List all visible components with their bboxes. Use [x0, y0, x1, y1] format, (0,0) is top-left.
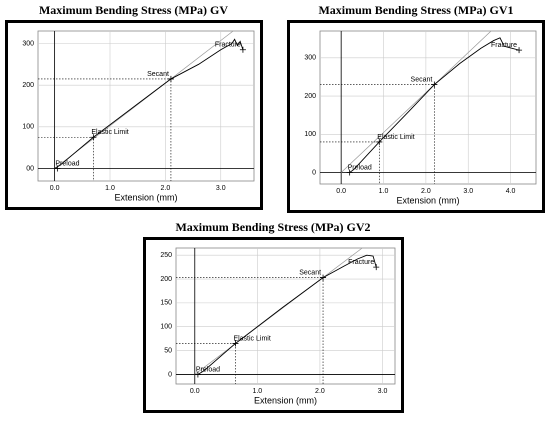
annotation-marker: [54, 165, 61, 172]
y-tick-label: 300: [22, 40, 34, 47]
y-tick-label: 0: [312, 169, 316, 176]
y-tick-label: 200: [304, 93, 316, 100]
x-tick-label: 4.0: [506, 188, 516, 195]
x-axis-label: Extension (mm): [114, 192, 177, 202]
secant-line: [194, 247, 363, 375]
y-tick-label: 0: [168, 371, 172, 378]
annotation-label: Preload: [196, 366, 220, 373]
y-tick-label: 100: [160, 324, 172, 331]
x-tick-label: 3.0: [378, 388, 388, 395]
y-tick-label: 100: [304, 131, 316, 138]
x-tick-label: 2.0: [315, 388, 325, 395]
annotation-marker: [239, 46, 246, 53]
annotation-marker: [431, 81, 438, 88]
chart-frame: 0 100 200 300 0.0 1.0 2.0 3.0 4.0 Extension (mm) S…: [287, 20, 545, 213]
plot-area: [37, 30, 255, 182]
annotation-marker: [232, 340, 239, 347]
annotation-marker: [346, 169, 353, 176]
chart-title: Maximum Bending Stress (MPa) GV1: [318, 3, 514, 17]
annotation-label: Fracture: [491, 42, 517, 49]
y-tick-label: 100: [22, 124, 34, 131]
y-tick-label: 300: [304, 55, 316, 62]
chart-frame: 00 100 200 300 0.0 1.0 2.0 3.0 Extension (mm) Sec…: [5, 20, 263, 210]
annotation-label: Secant: [147, 71, 169, 78]
annotation-marker: [373, 264, 380, 271]
plot-area: [319, 30, 537, 185]
annotation-label: Preload: [55, 160, 79, 167]
annotation-marker: [376, 138, 383, 145]
y-tick-label: 50: [164, 347, 172, 354]
y-tick-label: 150: [160, 300, 172, 307]
x-tick-label: 3.0: [216, 185, 226, 192]
chart: 0 100 200 300 0.0 1.0 2.0 3.0 4.0 Extension (mm) S…: [304, 30, 537, 205]
plot-area: [175, 247, 396, 385]
secant-line: [340, 30, 492, 173]
annotation-label: Fracture: [215, 42, 241, 49]
x-tick-label: 1.0: [379, 188, 389, 195]
x-axis-label: Extension (mm): [396, 195, 459, 205]
annotation-label: Elastic Limit: [91, 129, 128, 136]
guide-line: [320, 141, 380, 184]
x-tick-label: 0.0: [50, 185, 60, 192]
curve: [54, 38, 244, 169]
annotation-label: Secant: [299, 269, 321, 276]
x-tick-label: 2.0: [421, 188, 431, 195]
annotation-label: Fracture: [348, 259, 374, 266]
chart-frame: 0 50 100 150 200 250 0.0 1.0 2.0 3.0 Extension (mm…: [143, 237, 404, 413]
y-tick-label: 200: [22, 82, 34, 89]
x-tick-label: 1.0: [252, 388, 262, 395]
x-tick-label: 3.0: [463, 188, 473, 195]
chart-title: Maximum Bending Stress (MPa) GV: [38, 3, 229, 17]
y-tick-label: 200: [160, 276, 172, 283]
chart: 0 50 100 150 200 250 0.0 1.0 2.0 3.0 Extension (mm…: [160, 247, 396, 405]
annotation-marker: [516, 47, 523, 54]
annotation-marker: [320, 274, 327, 281]
curve: [349, 37, 520, 173]
chart-title: Maximum Bending Stress (MPa) GV2: [175, 220, 371, 234]
y-tick-label: 00: [26, 165, 34, 172]
x-tick-label: 0.0: [190, 388, 200, 395]
annotation-label: Secant: [411, 76, 433, 83]
annotation-label: Elastic Limit: [377, 134, 414, 141]
annotation-marker: [194, 371, 201, 378]
x-tick-label: 2.0: [161, 185, 171, 192]
x-axis-label: Extension (mm): [254, 395, 317, 405]
x-tick-label: 0.0: [336, 188, 346, 195]
annotation-label: Preload: [348, 164, 372, 171]
annotation-marker: [167, 75, 174, 82]
annotation-marker: [90, 134, 97, 141]
x-tick-label: 1.0: [105, 185, 115, 192]
y-tick-label: 250: [160, 252, 172, 259]
annotation-label: Elastic Limit: [233, 335, 270, 342]
chart: 00 100 200 300 0.0 1.0 2.0 3.0 Extension (mm) Sec…: [22, 30, 255, 202]
curve: [197, 254, 377, 375]
